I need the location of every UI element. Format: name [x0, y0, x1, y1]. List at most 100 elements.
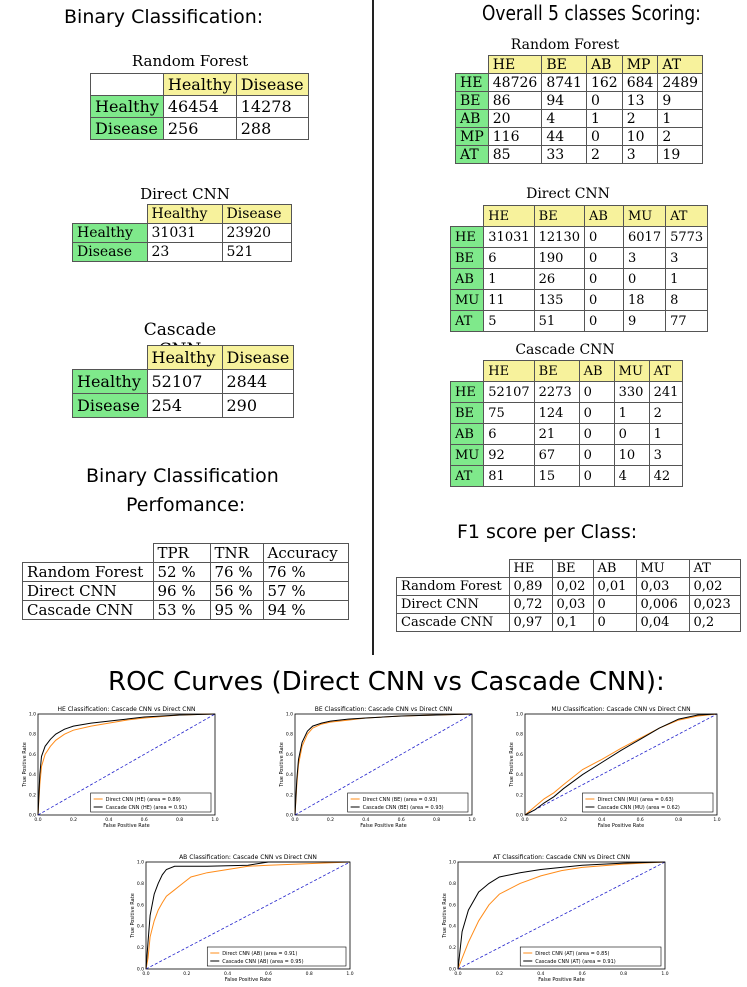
- col-header: HE: [487, 55, 543, 74]
- row-header: AB: [449, 423, 485, 445]
- table-cell: 56 %: [209, 581, 264, 601]
- table-cell: 1: [585, 109, 623, 128]
- table-cell: 20: [487, 109, 543, 128]
- row-header: MP: [455, 127, 489, 146]
- table-cell: 1: [665, 268, 709, 290]
- corner-cell: [22, 543, 153, 563]
- table-cell: 0,03: [635, 577, 690, 596]
- x-tick-label: 0.8: [675, 817, 682, 823]
- col-header: TNR: [209, 543, 264, 563]
- y-axis-label: True Positive Rate: [442, 893, 448, 939]
- table-cell: 0: [584, 289, 624, 311]
- table-cell: 0,2: [688, 613, 741, 632]
- table-cell: 15: [533, 465, 580, 487]
- col-header: Healthy: [146, 345, 223, 370]
- roc-chart-at: AT Classification: Cascade CNN vs Direct…: [442, 854, 669, 983]
- table-cell: 52107: [146, 369, 223, 394]
- x-tick-label: 0.0: [142, 971, 149, 977]
- perf-heading-line1: Binary Classification: [86, 465, 279, 487]
- table-cell: 75: [483, 402, 535, 424]
- table-cell: 12130: [533, 226, 586, 248]
- row-header: BE: [449, 247, 485, 269]
- table-cell: 521: [221, 242, 292, 262]
- table-cell: 0: [578, 423, 615, 445]
- x-tick-label: 1.0: [211, 817, 218, 823]
- table-cell: 4: [541, 109, 587, 128]
- legend-entry: Cascade CNN (AB) (area = 0.95): [222, 959, 303, 965]
- table-cell: 0: [592, 595, 637, 614]
- table-cell: 0: [584, 310, 624, 332]
- corner-cell: [73, 346, 148, 370]
- table-cell: 85: [487, 145, 543, 164]
- legend-entry: Direct CNN (MU) (area = 0.63): [597, 797, 673, 803]
- table-cell: 44: [541, 127, 587, 146]
- table-cell: 52 %: [152, 562, 211, 582]
- row-header: AT: [449, 310, 485, 332]
- row-header: MU: [449, 289, 485, 311]
- y-axis-label: True Positive Rate: [509, 742, 515, 788]
- corner-cell: [90, 73, 164, 96]
- x-tick-label: 1.0: [468, 817, 475, 823]
- table-cell: 23920: [221, 223, 292, 243]
- x-tick-label: 0.8: [620, 971, 627, 977]
- y-tick-label: 1.0: [286, 712, 293, 718]
- corner-cell: [451, 206, 484, 227]
- table-cell: 86: [487, 91, 543, 110]
- table-cell: 0,1: [551, 613, 594, 632]
- table-cell: 0: [592, 613, 637, 632]
- cascade-binary-table: Healthy Disease Healthy 52107 2844 Disea…: [72, 345, 295, 418]
- y-tick-label: 0.0: [137, 967, 144, 973]
- row-header: BE: [455, 91, 489, 110]
- x-tick-label: 1.0: [713, 817, 720, 823]
- table-cell: 53 %: [152, 600, 211, 620]
- rf-binary-title: Random Forest: [131, 52, 249, 70]
- roc-series-line: [145, 861, 351, 970]
- direct-multi-table: HE BE AB MU AT HE 31031 12130 0 6017 577…: [449, 205, 709, 332]
- table-cell: 290: [221, 393, 295, 418]
- x-tick-label: 0.2: [560, 817, 567, 823]
- binary-heading: Binary Classification:: [64, 6, 264, 28]
- y-tick-label: 0.0: [516, 813, 523, 819]
- table-cell: 0: [584, 247, 624, 269]
- table-cell: 2844: [221, 369, 295, 394]
- table-cell: 19: [657, 145, 704, 164]
- legend-box: [519, 946, 662, 967]
- table-cell: 684: [621, 73, 659, 92]
- cascade-multi-title: Cascade CNN: [515, 342, 615, 358]
- legend-box: [90, 792, 212, 813]
- row-header: Disease: [72, 393, 148, 418]
- col-header: Healthy: [146, 204, 223, 224]
- table-cell: 0: [578, 402, 615, 424]
- x-axis-label: False Positive Rate: [103, 823, 149, 829]
- y-tick-label: 0.6: [286, 752, 293, 758]
- col-header: AB: [584, 205, 624, 227]
- x-tick-label: 0.4: [598, 817, 605, 823]
- y-axis-label: True Positive Rate: [130, 893, 136, 939]
- table-cell: 0: [585, 127, 623, 146]
- x-tick-label: 0.8: [306, 971, 313, 977]
- row-header: Direct CNN: [396, 595, 510, 614]
- y-axis-label: True Positive Rate: [22, 742, 28, 788]
- row-header: AT: [455, 145, 489, 164]
- col-header: AT: [648, 360, 684, 382]
- table-cell: 0,04: [635, 613, 690, 632]
- row-header: Healthy: [72, 223, 148, 243]
- legend-entry: Cascade CNN (MU) (area = 0.62): [597, 805, 679, 811]
- table-cell: 0: [584, 226, 624, 248]
- table-cell: 13: [621, 91, 659, 110]
- table-cell: 3: [648, 444, 684, 466]
- table-cell: 76 %: [209, 562, 264, 582]
- chance-diagonal-line: [524, 713, 718, 816]
- legend-entry: Cascade CNN (HE) (area = 0.91): [106, 805, 187, 811]
- chart-title: MU Classification: Cascade CNN vs Direct…: [551, 706, 690, 713]
- corner-cell: [73, 205, 148, 224]
- table-cell: 0: [613, 423, 650, 445]
- table-cell: 18: [622, 289, 667, 311]
- table-cell: 42: [648, 465, 684, 487]
- legend-entry: Direct CNN (AB) (area = 0.91): [222, 951, 297, 957]
- table-cell: 0,72: [508, 595, 553, 614]
- table-cell: 0: [578, 444, 615, 466]
- table-cell: 77: [665, 310, 709, 332]
- y-tick-label: 0.4: [29, 772, 36, 778]
- rf-multi-title: Random Forest: [510, 37, 620, 53]
